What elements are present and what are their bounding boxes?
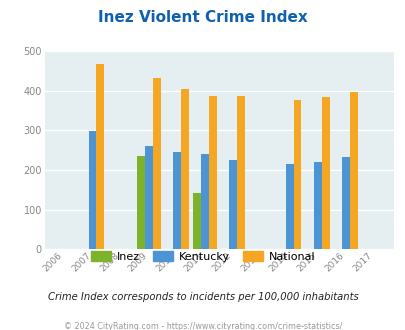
Bar: [341, 157, 349, 249]
Bar: [313, 162, 321, 249]
Bar: [88, 131, 96, 249]
Text: Crime Index corresponds to incidents per 100,000 inhabitants: Crime Index corresponds to incidents per…: [47, 292, 358, 302]
Bar: [136, 156, 145, 249]
Bar: [96, 64, 104, 249]
Bar: [237, 96, 245, 249]
Bar: [209, 96, 216, 249]
Bar: [193, 192, 201, 249]
Bar: [173, 152, 181, 249]
Bar: [321, 97, 329, 249]
Bar: [285, 164, 293, 249]
Text: Inez Violent Crime Index: Inez Violent Crime Index: [98, 10, 307, 25]
Legend: Inez, Kentucky, National: Inez, Kentucky, National: [86, 247, 319, 267]
Bar: [152, 78, 160, 249]
Bar: [201, 154, 209, 249]
Bar: [349, 92, 357, 249]
Bar: [181, 89, 188, 249]
Bar: [229, 160, 237, 249]
Text: © 2024 CityRating.com - https://www.cityrating.com/crime-statistics/: © 2024 CityRating.com - https://www.city…: [64, 322, 341, 330]
Bar: [293, 100, 301, 249]
Bar: [145, 146, 152, 249]
